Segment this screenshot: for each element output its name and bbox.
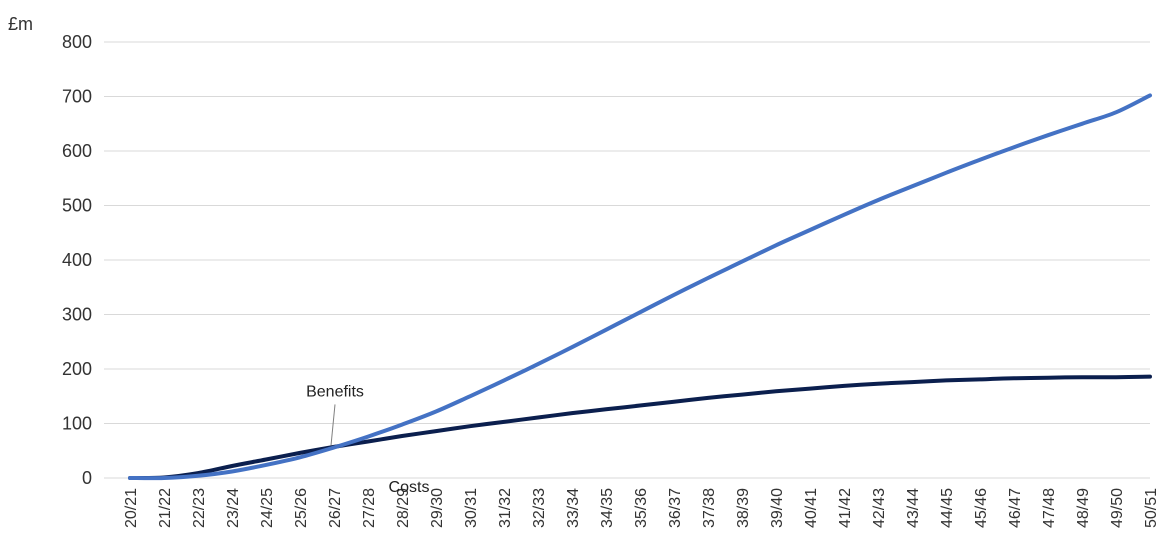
x-tick-label: 20/21 bbox=[123, 488, 140, 528]
x-tick-label: 41/42 bbox=[837, 488, 854, 528]
x-tick-label: 35/36 bbox=[633, 488, 650, 528]
x-axis-ticks: 20/21 21/22 22/23 23/24 24/25 25/26 26/27 27/28… bbox=[123, 488, 1160, 528]
y-tick-label: 500 bbox=[62, 196, 92, 216]
x-tick-label: 32/33 bbox=[531, 488, 548, 528]
x-tick-label: 39/40 bbox=[769, 488, 786, 528]
x-tick-label: 46/47 bbox=[1007, 488, 1024, 528]
y-unit-label: £m bbox=[8, 14, 33, 34]
y-tick-label: 800 bbox=[62, 32, 92, 52]
x-tick-label: 44/45 bbox=[939, 488, 956, 528]
series-lines bbox=[128, 93, 1152, 481]
x-tick-label: 49/50 bbox=[1109, 488, 1126, 528]
y-tick-label: 100 bbox=[62, 414, 92, 434]
y-tick-label: 200 bbox=[62, 359, 92, 379]
x-tick-label: 48/49 bbox=[1075, 488, 1092, 528]
x-tick-label: 42/43 bbox=[871, 488, 888, 528]
series-line-costs bbox=[128, 374, 1152, 481]
x-tick-label: 26/27 bbox=[327, 488, 344, 528]
x-tick-label: 37/38 bbox=[701, 488, 718, 528]
x-tick-label: 38/39 bbox=[735, 488, 752, 528]
x-tick-label: 40/41 bbox=[803, 488, 820, 528]
x-tick-label: 34/35 bbox=[599, 488, 616, 528]
x-tick-label: 28/29 bbox=[395, 488, 412, 528]
x-tick-label: 31/32 bbox=[497, 488, 514, 528]
x-tick-label: 23/24 bbox=[225, 488, 242, 528]
x-tick-label: 24/25 bbox=[259, 488, 276, 528]
x-tick-label: 27/28 bbox=[361, 488, 378, 528]
x-tick-label: 45/46 bbox=[973, 488, 990, 528]
annotations: Benefits Costs bbox=[306, 383, 429, 495]
benefits-leader-line bbox=[330, 404, 336, 446]
y-tick-label: 400 bbox=[62, 250, 92, 270]
x-tick-label: 25/26 bbox=[293, 488, 310, 528]
x-tick-label: 30/31 bbox=[463, 488, 480, 528]
y-tick-label: 300 bbox=[62, 305, 92, 325]
x-tick-label: 47/48 bbox=[1041, 488, 1058, 528]
costs-annotation: Costs bbox=[389, 479, 430, 496]
benefits-annotation: Benefits bbox=[306, 383, 364, 400]
y-tick-label: 700 bbox=[62, 87, 92, 107]
series-line-benefits bbox=[128, 93, 1152, 481]
x-tick-label: 21/22 bbox=[157, 488, 174, 528]
y-axis-ticks: 0 100 200 300 400 500 600 700 800 bbox=[62, 32, 92, 488]
x-tick-label: 33/34 bbox=[565, 488, 582, 528]
x-tick-label: 50/51 bbox=[1143, 488, 1160, 528]
y-tick-label: 0 bbox=[82, 468, 92, 488]
x-tick-label: 29/30 bbox=[429, 488, 446, 528]
x-tick-label: 22/23 bbox=[191, 488, 208, 528]
x-tick-label: 43/44 bbox=[905, 488, 922, 528]
x-tick-label: 36/37 bbox=[667, 488, 684, 528]
gridlines bbox=[104, 41, 1150, 479]
y-tick-label: 600 bbox=[62, 141, 92, 161]
